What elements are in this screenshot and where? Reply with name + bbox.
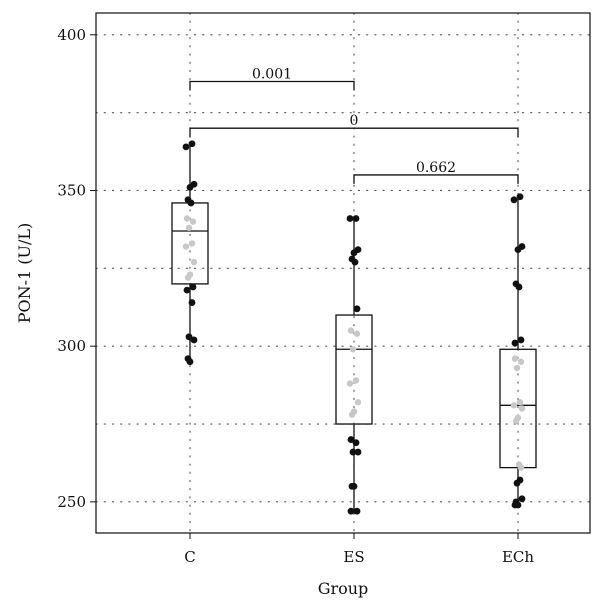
data-point-inside [514,365,520,371]
x-tick-label: C [184,548,195,566]
data-point [187,358,194,365]
comparison-p-value: 0 [350,113,359,129]
data-point [190,284,197,291]
data-point [355,449,362,456]
data-point-inside [349,411,355,417]
data-point-inside [518,464,524,470]
data-point [189,140,196,147]
data-point [511,196,518,203]
y-tick-label: 250 [57,493,86,511]
data-point [184,287,191,294]
data-point [351,483,358,490]
data-point [189,299,196,306]
data-point-inside [183,243,189,249]
data-point-inside [189,240,195,246]
data-point [515,246,522,253]
data-point-inside [353,377,359,383]
data-point-inside [355,399,361,405]
data-point [512,340,519,347]
data-point-inside [511,402,517,408]
data-point-inside [518,359,524,365]
comparison-p-value: 0.001 [252,67,292,83]
data-point-inside [190,218,196,224]
data-point-inside [354,331,360,337]
comparison-bracket [190,82,354,91]
data-point [512,502,519,509]
data-point [514,480,521,487]
data-point [347,215,354,222]
y-tick-label: 350 [57,181,86,199]
data-point [354,508,361,515]
data-point [516,284,523,291]
data-point-inside [191,259,197,265]
data-point [353,439,360,446]
x-tick-label: ES [343,548,364,566]
comparison-p-value: 0.662 [416,160,456,176]
data-point [353,215,360,222]
data-point-inside [347,380,353,386]
data-point-inside [519,405,525,411]
data-point [187,184,194,191]
y-axis-title: PON-1 (U/L) [15,223,34,324]
y-tick-label: 400 [57,26,86,44]
data-point [517,193,524,200]
comparison-layer: 0.001 0 0.662 [190,67,518,184]
x-tick-label: ECh [502,548,534,566]
y-tick-label: 300 [57,337,86,355]
data-point [348,508,355,515]
data-point-inside [185,274,191,280]
comparison-bracket [354,175,518,184]
data-point-inside [184,215,190,221]
data-point-inside [348,327,354,333]
data-point-inside [513,418,519,424]
data-point [519,495,526,502]
data-point-inside [350,346,356,352]
data-point [191,337,198,344]
data-point [518,337,525,344]
data-point [351,249,358,256]
data-point [352,259,359,266]
data-point [183,143,190,150]
x-axis-title: Group [318,579,369,598]
data-point-inside [512,355,518,361]
data-point-inside [186,225,192,231]
axis-layer: 250 300 350 400 C ES ECh [57,26,534,566]
data-point [354,305,361,312]
data-point [188,200,195,207]
data-point-inside [517,399,523,405]
